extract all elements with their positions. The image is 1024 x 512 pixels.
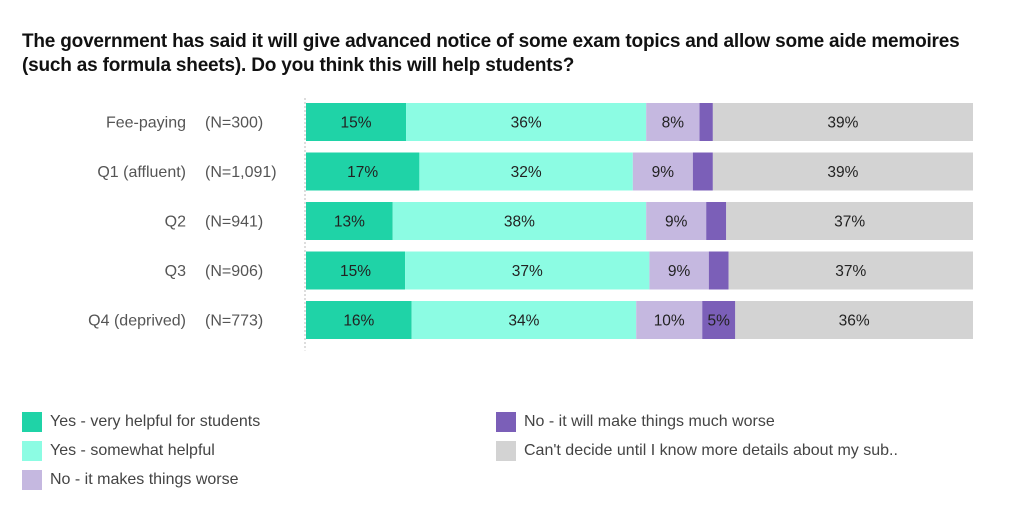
data-label: 9% [665,214,688,231]
bar-segment [726,202,973,240]
data-label: 39% [827,115,858,132]
bar-segment [306,301,412,339]
data-label: 16% [343,313,374,330]
legend-swatch [496,412,516,432]
data-label: 15% [341,115,372,132]
legend-label: No - it will make things much worse [524,413,775,430]
bar-segment [712,152,973,191]
legend-item: Yes - somewhat helpful [22,441,215,461]
bar-segment [411,301,637,339]
bar-segment [419,152,633,191]
legend-label: No - it makes things worse [50,471,239,488]
bar-segment [646,202,707,240]
data-label: 32% [511,164,542,181]
bar-segment [649,251,709,290]
legend-label: Yes - very helpful for students [50,413,261,430]
data-label: 37% [834,214,865,231]
legend-item: Can't decide until I know more details a… [496,441,898,461]
legend-label: Can't decide until I know more details a… [524,442,898,459]
bar-segment [706,202,727,240]
category-label: Fee-paying [106,115,186,132]
data-label: 36% [839,313,870,330]
data-label: 34% [508,313,539,330]
sample-size-label: (N=773) [205,313,263,330]
data-label: 9% [652,164,675,181]
sample-size-label: (N=941) [205,214,263,231]
bar-segment [306,251,406,290]
bar-segment [702,301,736,339]
bar-segment [405,251,650,290]
data-label: 37% [835,263,866,280]
category-label: Q3 [165,263,186,280]
data-label: 15% [340,263,371,280]
sample-size-label: (N=906) [205,263,263,280]
data-label: 9% [668,263,691,280]
chart-title: The government has said it will give adv… [22,31,960,76]
bar-segment [699,103,713,141]
data-label: 8% [662,115,685,132]
bar-segment [636,301,703,339]
data-label: 10% [654,313,685,330]
category-label: Q1 (affluent) [97,164,186,181]
sample-size-label: (N=1,091) [205,164,277,181]
bar-segment [392,202,647,240]
legend-swatch [22,470,42,490]
data-label: 13% [334,214,365,231]
legend-swatch [22,412,42,432]
data-label: 36% [511,115,542,132]
bar-segment [735,301,973,339]
bar-segment [708,251,729,290]
legend-item: No - it will make things much worse [496,412,775,432]
data-label: 5% [708,313,731,330]
data-label: 39% [827,164,858,181]
sample-size-label: (N=300) [205,115,263,132]
legend-swatch [22,441,42,461]
bar-segment [632,152,693,191]
category-label: Q2 [165,214,186,231]
bar-segment [306,202,393,240]
bar-segment [406,103,647,141]
bar-segment [646,103,700,141]
legend-label: Yes - somewhat helpful [50,442,215,459]
legend-item: Yes - very helpful for students [22,412,260,432]
bar-segment [306,152,420,191]
legend-item: No - it makes things worse [22,470,239,490]
data-label: 37% [512,263,543,280]
bar-segment [306,103,407,141]
bar-segment [692,152,713,191]
legend-swatch [496,441,516,461]
data-label: 17% [347,164,378,181]
bar-segment [712,103,973,141]
category-label: Q4 (deprived) [88,313,186,330]
bar-segment [728,251,973,290]
data-label: 38% [504,214,535,231]
